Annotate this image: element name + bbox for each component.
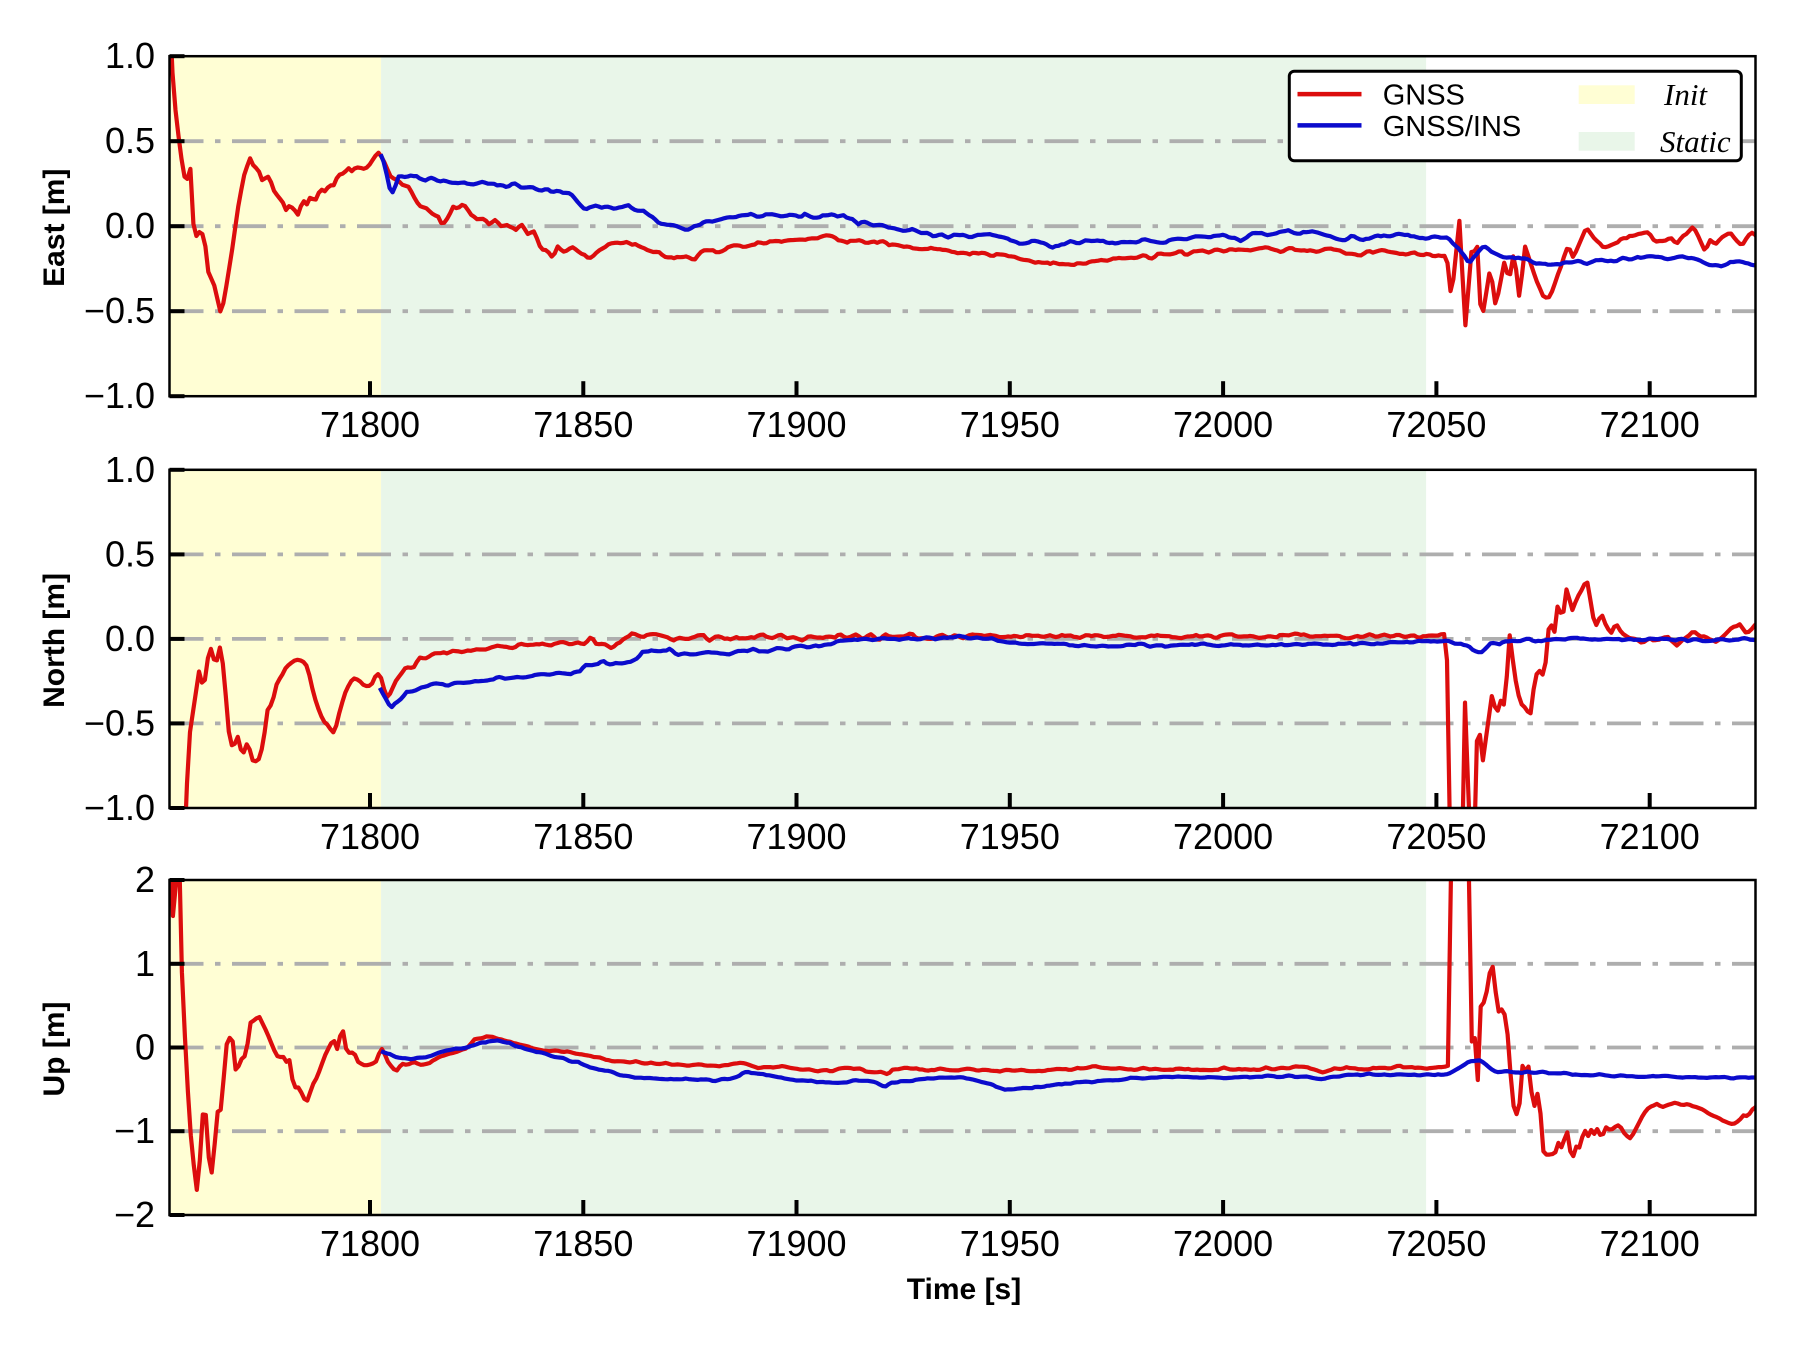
svg-text:1: 1	[135, 943, 155, 984]
svg-text:North [m]: North [m]	[38, 573, 71, 708]
svg-text:71800: 71800	[320, 1223, 420, 1264]
svg-text:Init: Init	[1663, 77, 1708, 112]
svg-text:2: 2	[135, 859, 155, 900]
svg-text:71800: 71800	[320, 816, 420, 857]
svg-text:−1.0: −1.0	[84, 375, 155, 416]
svg-text:0.0: 0.0	[105, 618, 155, 659]
svg-text:−0.5: −0.5	[84, 702, 155, 743]
svg-text:71950: 71950	[960, 816, 1060, 857]
svg-text:0.5: 0.5	[105, 533, 155, 574]
svg-text:71900: 71900	[746, 1223, 846, 1264]
svg-text:−1: −1	[114, 1110, 155, 1151]
svg-text:71900: 71900	[746, 816, 846, 857]
svg-text:71850: 71850	[533, 816, 633, 857]
svg-text:GNSS: GNSS	[1383, 80, 1465, 112]
svg-text:72000: 72000	[1173, 404, 1273, 445]
svg-text:71900: 71900	[746, 404, 846, 445]
svg-text:1.0: 1.0	[105, 35, 155, 76]
svg-text:0.0: 0.0	[105, 205, 155, 246]
svg-text:−2: −2	[114, 1194, 155, 1235]
svg-text:71950: 71950	[960, 1223, 1060, 1264]
svg-text:Up [m]: Up [m]	[38, 1002, 71, 1097]
svg-text:0: 0	[135, 1027, 155, 1068]
svg-text:GNSS/INS: GNSS/INS	[1383, 111, 1522, 143]
svg-text:−0.5: −0.5	[84, 290, 155, 331]
svg-text:72100: 72100	[1600, 404, 1700, 445]
svg-text:Time [s]: Time [s]	[907, 1273, 1021, 1306]
svg-text:71800: 71800	[320, 404, 420, 445]
svg-text:East [m]: East [m]	[38, 169, 71, 287]
svg-text:−1.0: −1.0	[84, 787, 155, 828]
svg-text:71850: 71850	[533, 1223, 633, 1264]
svg-text:Static: Static	[1660, 124, 1731, 159]
svg-text:1.0: 1.0	[105, 449, 155, 490]
svg-text:72100: 72100	[1600, 1223, 1700, 1264]
svg-text:72000: 72000	[1173, 816, 1273, 857]
svg-text:72000: 72000	[1173, 1223, 1273, 1264]
svg-text:72050: 72050	[1386, 1223, 1486, 1264]
svg-text:71950: 71950	[960, 404, 1060, 445]
svg-text:0.5: 0.5	[105, 120, 155, 161]
svg-text:72050: 72050	[1386, 816, 1486, 857]
svg-text:72050: 72050	[1386, 404, 1486, 445]
svg-text:71850: 71850	[533, 404, 633, 445]
svg-text:72100: 72100	[1600, 816, 1700, 857]
